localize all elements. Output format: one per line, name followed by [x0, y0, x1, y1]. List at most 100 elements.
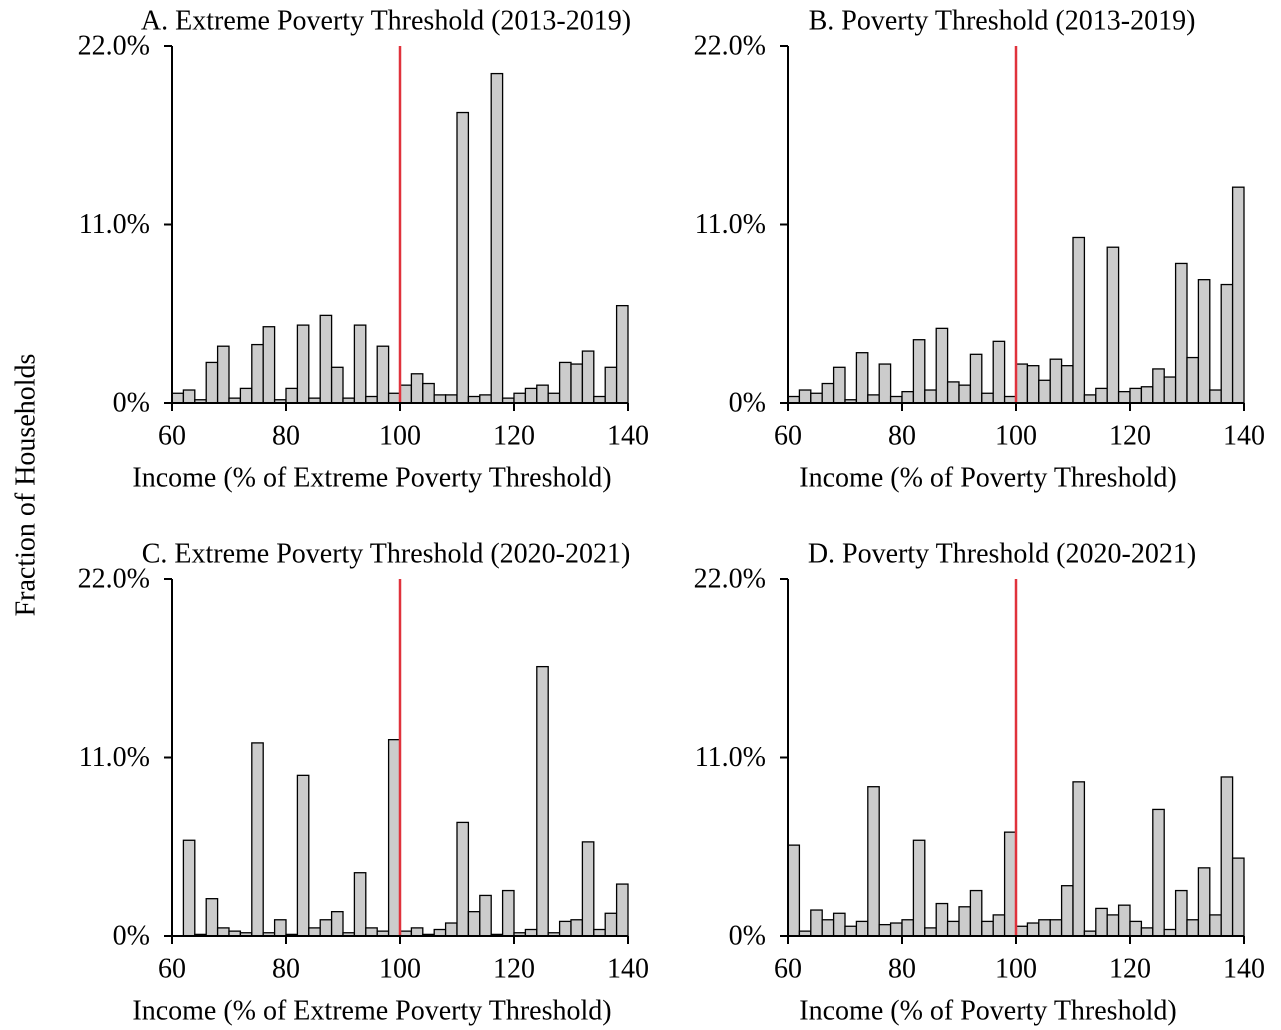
- x-tick-label: 120: [1109, 953, 1151, 984]
- bar: [308, 927, 321, 937]
- bar: [615, 883, 629, 937]
- bar: [912, 339, 926, 404]
- x-tick-label: 60: [774, 953, 802, 984]
- bar: [1174, 262, 1188, 404]
- bar: [1197, 867, 1211, 937]
- bar: [422, 382, 435, 404]
- panel-title: B. Poverty Threshold (2013-2019): [809, 5, 1196, 36]
- x-tick-label: 140: [1223, 953, 1265, 984]
- bar: [182, 389, 196, 404]
- panel-title: D. Poverty Threshold (2020-2021): [808, 538, 1196, 569]
- bar: [901, 919, 915, 937]
- panel-title: C. Extreme Poverty Threshold (2020-2021): [142, 538, 631, 569]
- bar: [924, 927, 937, 937]
- x-tick-label: 100: [995, 420, 1037, 451]
- bar: [878, 923, 892, 937]
- bar: [1117, 904, 1131, 937]
- x-axis-label: Income (% of Extreme Poverty Threshold): [132, 462, 611, 493]
- bar: [1106, 246, 1120, 404]
- panel-title: A. Extreme Poverty Threshold (2013-2019): [141, 5, 631, 36]
- bar: [1140, 386, 1154, 404]
- bar: [536, 665, 549, 937]
- bar: [1015, 925, 1029, 937]
- bar: [821, 382, 835, 404]
- bar: [1140, 927, 1154, 937]
- panel: C. Extreme Poverty Threshold (2020-2021)…: [78, 538, 649, 1026]
- panel: B. Poverty Threshold (2013-2019) 0% 11.0% 2…: [694, 5, 1265, 493]
- bar: [1129, 387, 1143, 404]
- bar: [1197, 279, 1211, 404]
- y-tick-label: 0%: [113, 920, 150, 951]
- bar: [296, 324, 310, 404]
- bar: [319, 314, 333, 404]
- bar: [1174, 889, 1188, 937]
- bar: [1038, 919, 1051, 937]
- bar: [981, 392, 994, 404]
- bar: [878, 363, 892, 404]
- bar: [205, 898, 219, 937]
- x-tick-label: 80: [272, 953, 300, 984]
- x-tick-label: 80: [272, 420, 300, 451]
- x-tick-label: 60: [158, 953, 186, 984]
- bar: [410, 373, 424, 404]
- bar: [1049, 919, 1063, 937]
- x-tick-label: 80: [888, 420, 916, 451]
- bar: [296, 774, 310, 937]
- bar: [946, 381, 960, 404]
- bar: [604, 912, 618, 937]
- bar: [513, 392, 527, 404]
- bar: [216, 345, 230, 404]
- bar: [581, 841, 595, 937]
- bar: [981, 920, 994, 937]
- bar: [1049, 358, 1063, 404]
- bar: [171, 392, 185, 404]
- bar: [935, 902, 949, 937]
- bar: [456, 111, 470, 404]
- x-axis-label: Income (% of Extreme Poverty Threshold): [132, 995, 611, 1026]
- bar: [604, 366, 618, 404]
- bar: [798, 389, 812, 404]
- bar: [581, 350, 595, 404]
- bar: [524, 387, 538, 404]
- bar: [410, 927, 424, 937]
- bar: [285, 387, 299, 404]
- bar: [1186, 356, 1200, 404]
- bar: [912, 839, 926, 937]
- bar: [1209, 389, 1222, 404]
- x-tick-label: 120: [493, 420, 535, 451]
- y-tick-label: 11.0%: [79, 742, 150, 773]
- bar: [958, 906, 972, 937]
- bar: [353, 872, 367, 937]
- bar: [969, 889, 983, 937]
- bar: [570, 363, 584, 404]
- bar: [1129, 920, 1143, 937]
- panel: A. Extreme Poverty Threshold (2013-2019)…: [78, 5, 649, 493]
- bar: [1072, 236, 1086, 404]
- bar: [992, 340, 1006, 404]
- bar: [239, 387, 253, 404]
- bar: [558, 361, 572, 404]
- bar: [330, 911, 344, 937]
- bar: [867, 786, 880, 937]
- bar: [1106, 914, 1120, 937]
- bar: [216, 927, 230, 937]
- bar: [1220, 283, 1234, 404]
- bar: [867, 394, 880, 404]
- y-tick-label: 22.0%: [694, 30, 766, 61]
- y-tick-label: 11.0%: [695, 209, 766, 240]
- bar: [1152, 368, 1165, 404]
- y-tick-label: 0%: [729, 920, 766, 951]
- bar: [855, 920, 869, 937]
- bar: [832, 912, 846, 937]
- bar: [570, 919, 584, 937]
- bar: [262, 326, 276, 404]
- bar: [387, 739, 401, 937]
- bar: [1095, 907, 1108, 937]
- y-axis-label: Fraction of Households: [10, 354, 41, 617]
- bar: [319, 919, 333, 937]
- bar: [1186, 919, 1200, 937]
- bar: [992, 914, 1006, 937]
- bar: [810, 392, 823, 404]
- x-tick-label: 120: [493, 953, 535, 984]
